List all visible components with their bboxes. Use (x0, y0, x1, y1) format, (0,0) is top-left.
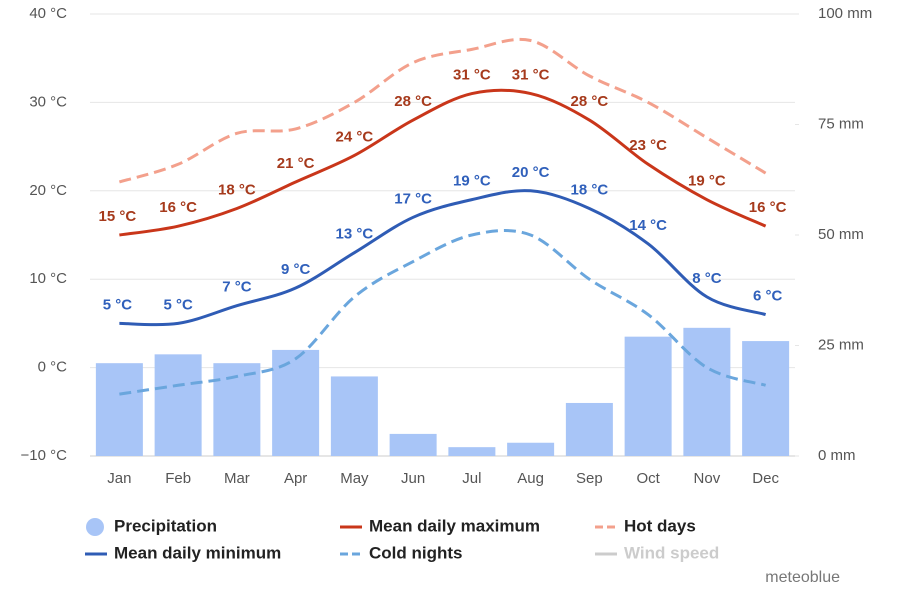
bar (507, 442, 555, 456)
data-label: 28 °C (394, 93, 432, 110)
y-tick-label: 40 °C (29, 5, 67, 22)
data-label: 9 °C (281, 261, 311, 278)
legend-label: Wind speed (624, 543, 719, 562)
data-label: 19 °C (453, 173, 491, 190)
bar (95, 363, 143, 456)
data-label: 18 °C (571, 181, 609, 198)
bar (213, 363, 261, 456)
credit: meteoblue (765, 569, 840, 586)
legend-label: Cold nights (369, 543, 462, 562)
data-label: 16 °C (159, 199, 197, 216)
line (119, 189, 767, 327)
data-label: 19 °C (688, 173, 726, 190)
y2-tick-label: 0 mm (818, 447, 856, 464)
x-tick-label: Sep (576, 470, 603, 487)
x-tick-label: May (340, 470, 369, 487)
data-label: 5 °C (103, 296, 133, 313)
data-label: 21 °C (277, 155, 315, 172)
x-tick-label: Dec (752, 470, 779, 487)
bar (448, 447, 496, 456)
data-label: 18 °C (218, 181, 256, 198)
data-label: 6 °C (753, 288, 783, 305)
y2-tick-label: 75 mm (818, 115, 864, 132)
legend-label: Precipitation (114, 516, 217, 535)
data-label: 14 °C (629, 217, 667, 234)
bar (565, 402, 613, 456)
data-label: 20 °C (512, 164, 550, 181)
legend-swatch (86, 518, 104, 536)
legend-label: Hot days (624, 516, 696, 535)
data-label: 5 °C (163, 296, 193, 313)
x-tick-label: Apr (284, 470, 307, 487)
x-tick-label: Nov (694, 470, 721, 487)
legend-label: Mean daily maximum (369, 516, 540, 535)
data-label: 31 °C (453, 67, 491, 84)
bar (154, 354, 202, 456)
data-label: 7 °C (222, 279, 252, 296)
bar (683, 327, 731, 456)
data-label: 17 °C (394, 190, 432, 207)
y-tick-label: 10 °C (29, 270, 67, 287)
y2-tick-label: 100 mm (818, 5, 872, 22)
y2-tick-label: 50 mm (818, 226, 864, 243)
data-label: 8 °C (692, 270, 722, 287)
x-tick-label: Oct (636, 470, 660, 487)
data-label: 13 °C (336, 226, 374, 243)
line (119, 88, 767, 237)
bar (742, 341, 790, 456)
y-tick-label: 0 °C (38, 359, 68, 376)
x-tick-label: Jul (462, 470, 481, 487)
line (118, 37, 767, 184)
y-tick-label: 30 °C (29, 93, 67, 110)
x-tick-label: Mar (224, 470, 250, 487)
y-tick-label: 20 °C (29, 182, 67, 199)
line (119, 229, 767, 396)
bar (624, 336, 672, 456)
data-label: 28 °C (571, 93, 609, 110)
data-label: 31 °C (512, 67, 550, 84)
x-tick-label: Jun (401, 470, 425, 487)
legend-label: Mean daily minimum (114, 543, 281, 562)
bar (330, 376, 378, 456)
data-label: 16 °C (749, 199, 787, 216)
x-tick-label: Jan (107, 470, 131, 487)
bar (389, 433, 437, 456)
x-tick-label: Feb (165, 470, 191, 487)
x-tick-label: Aug (517, 470, 544, 487)
y-tick-label: −10 °C (21, 447, 68, 464)
y2-tick-label: 25 mm (818, 336, 864, 353)
data-label: 24 °C (336, 128, 374, 145)
data-label: 15 °C (99, 208, 137, 225)
data-label: 23 °C (629, 137, 667, 154)
